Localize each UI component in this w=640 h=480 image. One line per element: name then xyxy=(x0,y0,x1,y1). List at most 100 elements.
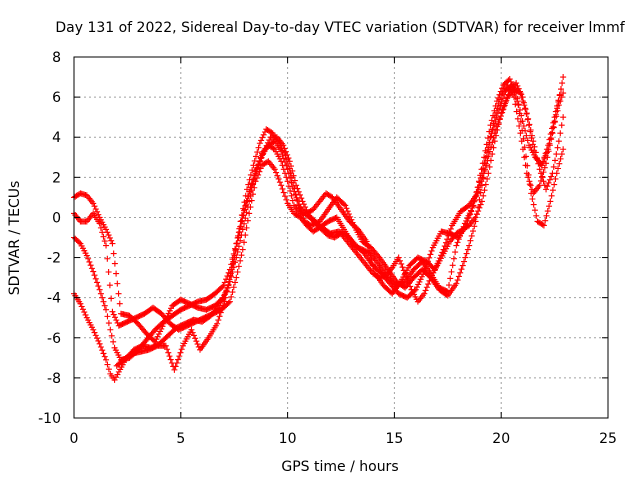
data-point xyxy=(560,114,567,121)
data-point xyxy=(550,123,557,130)
data-point xyxy=(426,254,433,261)
data-point xyxy=(471,223,478,230)
data-point xyxy=(111,376,118,383)
data-point xyxy=(237,237,244,244)
data-point xyxy=(558,86,565,93)
y-tick-label: 8 xyxy=(52,50,61,66)
data-point xyxy=(176,353,183,360)
x-tick-label: 0 xyxy=(70,431,79,447)
data-point xyxy=(168,305,175,312)
data-point xyxy=(99,229,106,236)
data-point xyxy=(536,166,543,173)
data-point xyxy=(262,145,269,152)
data-point xyxy=(192,335,199,342)
data-point xyxy=(367,252,374,259)
data-point xyxy=(366,247,373,254)
data-point xyxy=(171,366,178,373)
data-point xyxy=(76,239,83,246)
data-point xyxy=(280,189,287,196)
data-point xyxy=(540,222,547,229)
data-point xyxy=(416,278,423,285)
data-point xyxy=(546,176,553,183)
data-point xyxy=(485,170,492,177)
data-point xyxy=(293,182,300,189)
data-point xyxy=(491,107,498,114)
data-point xyxy=(232,245,239,252)
data-point xyxy=(506,76,513,83)
data-point xyxy=(218,305,225,312)
data-point xyxy=(543,212,550,219)
data-point xyxy=(444,288,451,295)
data-point xyxy=(445,232,452,239)
data-point xyxy=(549,170,556,177)
data-point xyxy=(555,165,562,172)
data-point xyxy=(229,264,236,271)
data-point xyxy=(296,191,303,198)
data-point xyxy=(484,135,491,142)
data-point xyxy=(342,202,349,209)
data-point xyxy=(490,144,497,151)
data-point xyxy=(560,74,567,81)
data-point xyxy=(193,338,200,345)
chart-title: Day 131 of 2022, Sidereal Day-to-day VTE… xyxy=(55,20,625,36)
data-point xyxy=(271,166,278,173)
data-point xyxy=(279,185,286,192)
data-point xyxy=(487,134,494,141)
data-point xyxy=(418,273,425,280)
data-point xyxy=(113,270,120,277)
data-point xyxy=(178,346,185,353)
data-point xyxy=(479,174,486,181)
data-point xyxy=(287,175,294,182)
data-point xyxy=(533,212,540,219)
data-point xyxy=(515,102,522,109)
data-point xyxy=(253,168,260,175)
data-point xyxy=(481,187,488,194)
data-point xyxy=(495,121,502,128)
series-track-3 xyxy=(71,82,567,333)
data-point xyxy=(541,155,548,162)
data-point xyxy=(494,127,501,134)
data-point xyxy=(551,181,558,188)
data-point xyxy=(240,212,247,219)
data-point xyxy=(252,172,259,179)
data-point xyxy=(159,323,166,330)
data-point xyxy=(516,110,523,117)
data-point xyxy=(287,187,294,194)
data-point xyxy=(289,183,296,190)
data-point xyxy=(257,157,264,164)
data-point xyxy=(294,185,301,192)
data-point xyxy=(221,279,228,286)
x-tick-label: 25 xyxy=(599,431,617,447)
data-point xyxy=(550,163,557,170)
data-point xyxy=(520,135,527,142)
x-tick-label: 5 xyxy=(176,431,185,447)
data-point xyxy=(236,228,243,235)
data-point xyxy=(101,238,108,245)
data-point xyxy=(114,280,121,287)
data-point xyxy=(544,183,551,190)
data-point xyxy=(455,236,462,243)
data-point xyxy=(544,208,551,215)
data-point xyxy=(230,258,237,265)
data-point xyxy=(467,207,474,214)
data-point xyxy=(396,257,403,264)
data-point xyxy=(239,246,246,253)
data-point xyxy=(536,182,543,189)
data-point xyxy=(472,214,479,221)
data-point xyxy=(343,205,350,212)
data-point xyxy=(110,311,117,318)
data-point xyxy=(345,211,352,218)
data-point xyxy=(284,151,291,158)
data-point xyxy=(264,139,271,146)
data-point xyxy=(474,190,481,197)
data-point xyxy=(500,103,507,110)
data-point xyxy=(283,174,290,181)
data-point xyxy=(463,217,470,224)
data-point xyxy=(167,356,174,363)
data-point xyxy=(254,149,261,156)
data-point xyxy=(258,137,265,144)
data-point xyxy=(477,182,484,189)
data-point xyxy=(519,127,526,134)
data-point xyxy=(493,114,500,121)
data-point xyxy=(229,289,236,296)
